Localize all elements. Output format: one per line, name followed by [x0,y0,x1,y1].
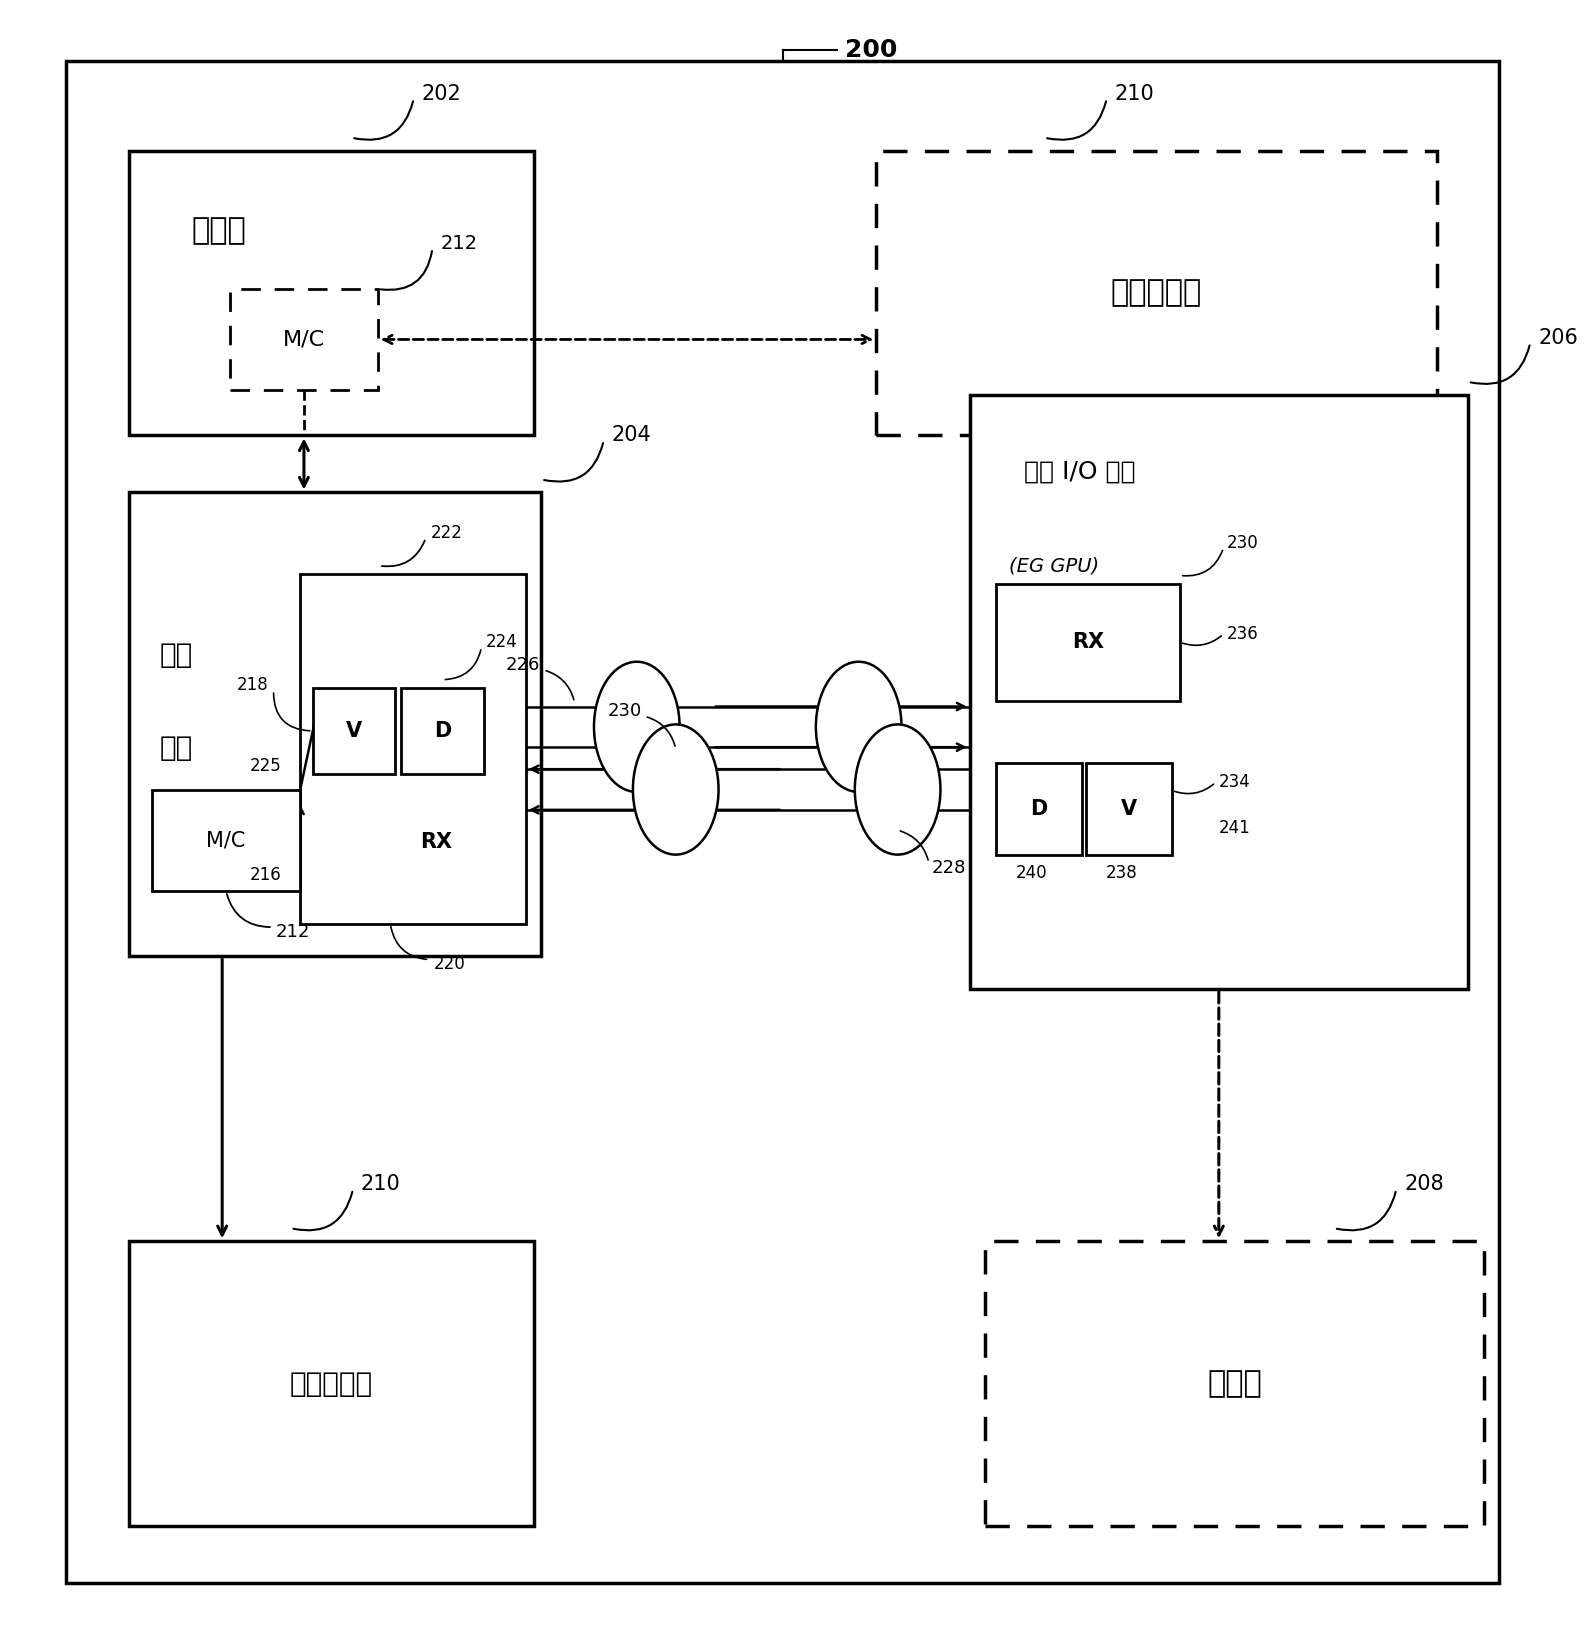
Text: 210: 210 [1114,83,1154,103]
Text: 218: 218 [236,676,268,694]
Text: 电路: 电路 [160,733,194,762]
Text: 处理器: 处理器 [190,216,246,245]
Text: 210: 210 [360,1175,400,1194]
Bar [1087,762,1173,856]
Ellipse shape [855,725,941,854]
Text: RX: RX [421,833,452,852]
Text: 222: 222 [430,524,462,542]
Text: D: D [433,721,451,741]
Bar [876,151,1436,435]
Text: 216: 216 [249,865,281,883]
Text: 212: 212 [276,923,311,941]
Text: 240: 240 [1016,864,1047,882]
Bar [230,290,378,389]
Ellipse shape [816,661,901,792]
Text: 220: 220 [433,955,465,973]
Text: 高速 I/O 装置: 高速 I/O 装置 [1024,460,1136,484]
Text: V: V [1120,798,1138,820]
Text: 桥接: 桥接 [160,641,194,669]
Text: 206: 206 [1538,327,1577,348]
Text: M/C: M/C [282,329,325,350]
Text: M/C: M/C [206,831,246,851]
Text: 230: 230 [608,702,641,720]
Text: 202: 202 [422,83,462,103]
Bar [313,687,395,774]
Text: V: V [346,721,362,741]
Bar [300,574,525,924]
Text: 系统存储器: 系统存储器 [1111,278,1201,308]
Text: 显示器: 显示器 [1208,1369,1262,1399]
Bar [997,584,1179,700]
Text: D: D [1030,798,1047,820]
Ellipse shape [633,725,719,854]
Text: 226: 226 [506,656,540,674]
Text: 241: 241 [1219,818,1251,836]
Text: 238: 238 [1106,864,1138,882]
Text: 208: 208 [1404,1175,1444,1194]
Text: 224: 224 [486,633,517,651]
Bar [970,394,1468,988]
Text: 228: 228 [932,859,966,877]
Bar [997,762,1082,856]
Text: 200: 200 [844,38,898,62]
Text: (EG GPU): (EG GPU) [1009,556,1098,576]
Text: 236: 236 [1227,625,1258,643]
Text: 204: 204 [611,425,651,445]
Text: 234: 234 [1219,774,1251,792]
Bar [986,1242,1484,1526]
Bar [152,790,300,892]
Bar [129,151,533,435]
Text: 230: 230 [1227,533,1258,551]
Ellipse shape [594,661,679,792]
Bar [129,492,541,957]
Text: 225: 225 [249,757,281,775]
Bar [402,687,484,774]
Bar [129,1242,533,1526]
Text: 系统存储器: 系统存储器 [289,1369,373,1397]
Text: RX: RX [1071,631,1105,653]
Text: 212: 212 [440,234,478,254]
